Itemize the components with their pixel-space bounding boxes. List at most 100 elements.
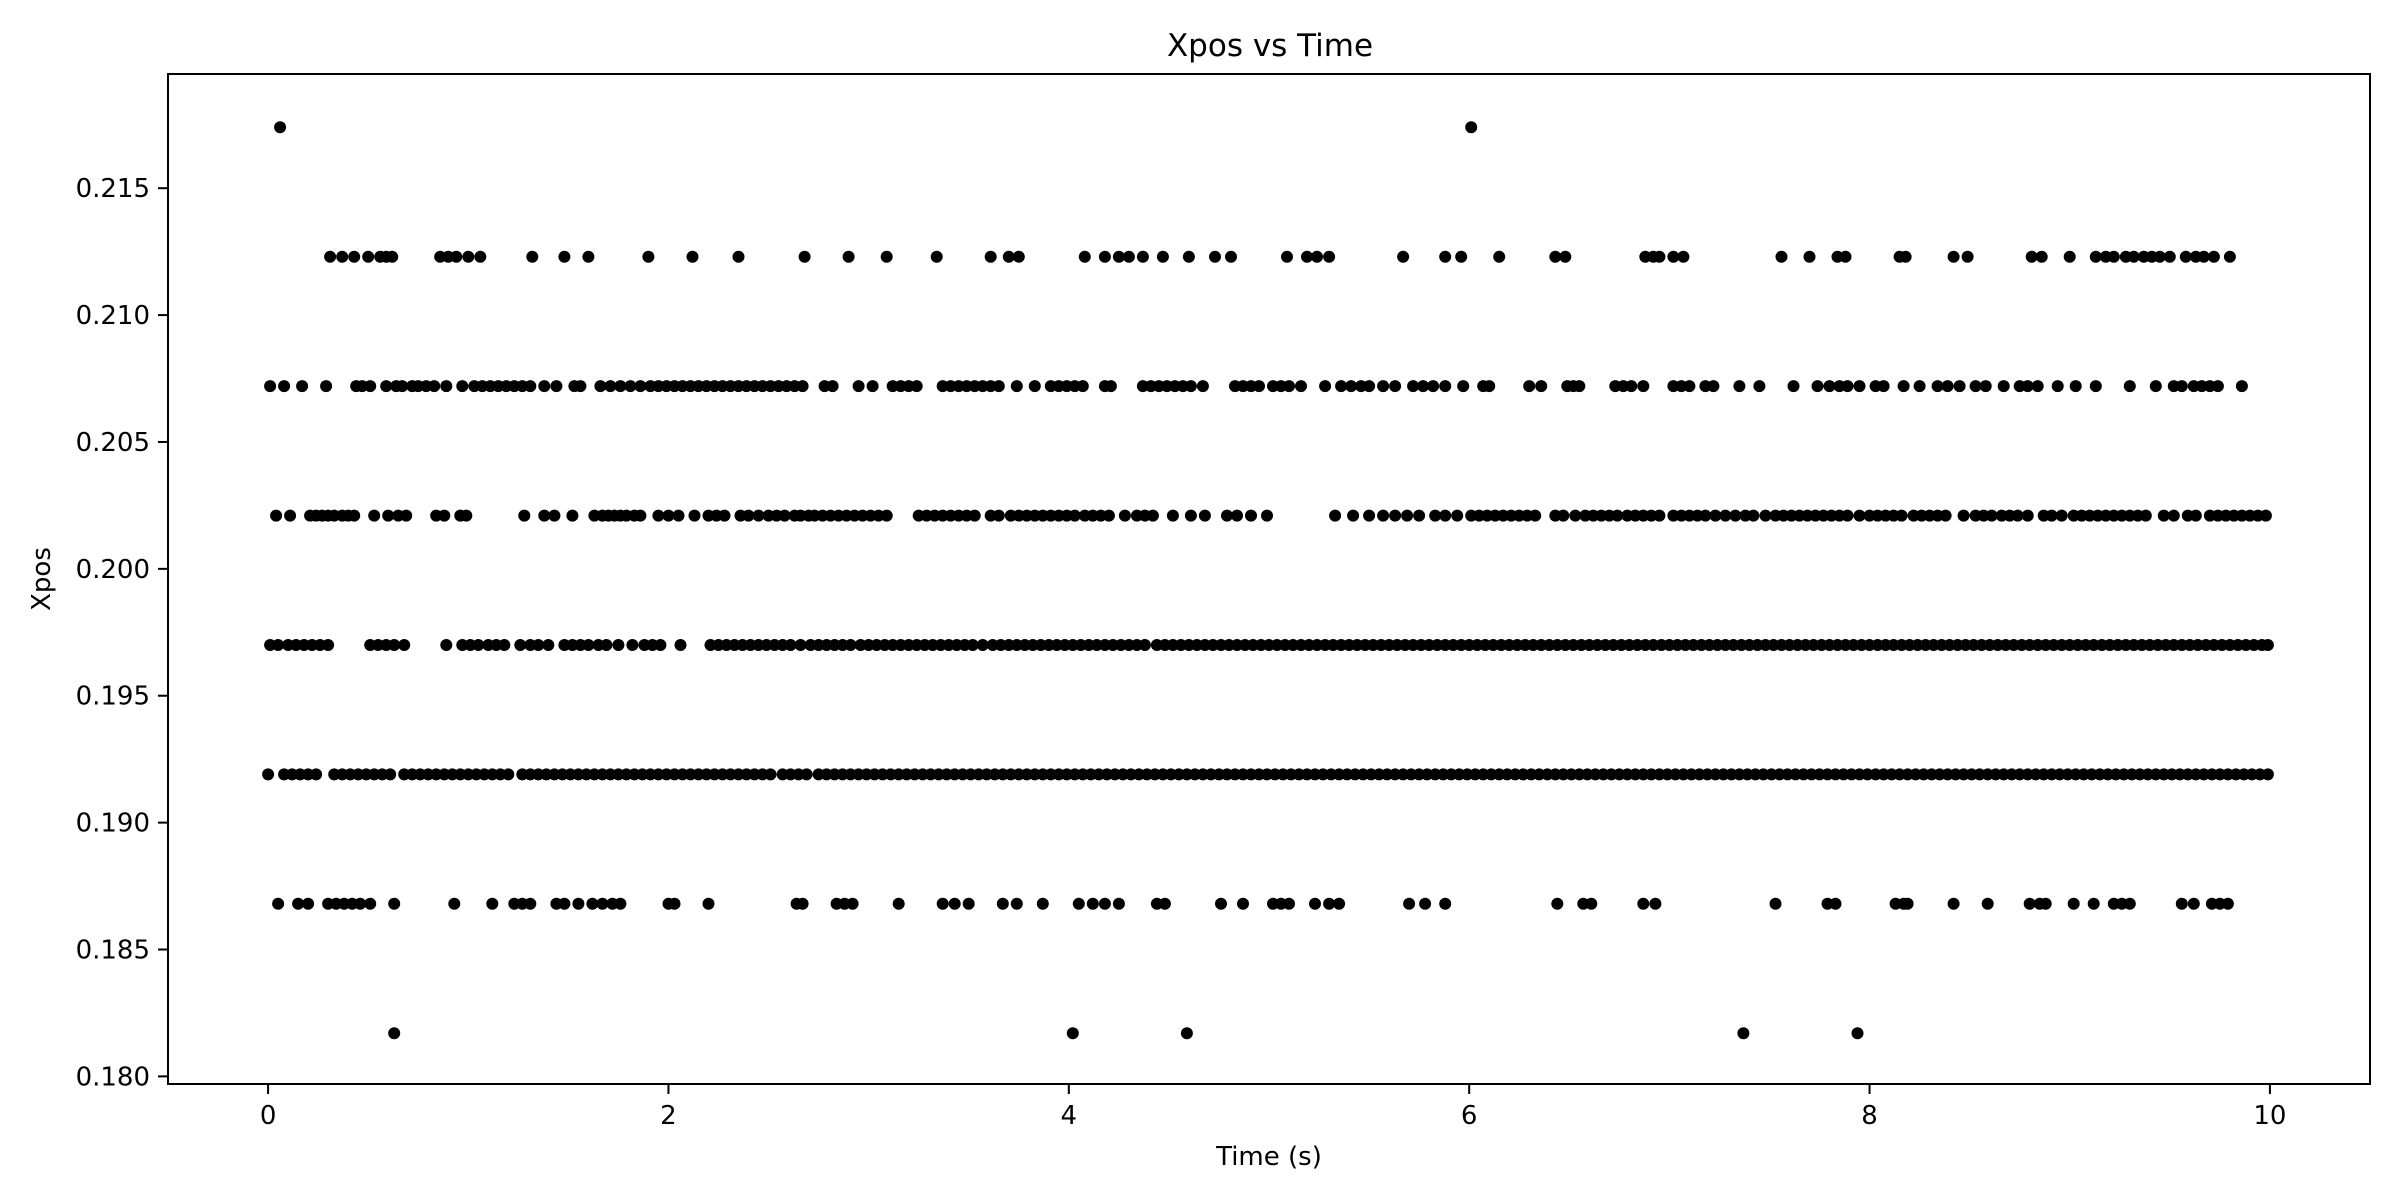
data-point	[2025, 250, 2038, 263]
data-point	[596, 897, 609, 910]
data-point	[1439, 509, 1452, 522]
data-point	[1719, 509, 1732, 522]
data-point	[1811, 380, 1824, 393]
data-point	[1138, 639, 1151, 651]
data-point	[1465, 121, 1478, 134]
data-point	[1281, 250, 1293, 263]
data-point	[794, 639, 807, 651]
data-point	[936, 897, 949, 910]
data-point	[852, 380, 865, 393]
y-tick-label: 0.200	[76, 555, 150, 585]
data-point	[2163, 250, 2176, 263]
x-axis-label: Time (s)	[1215, 1142, 1322, 1172]
data-point	[1397, 250, 1410, 263]
data-point	[336, 250, 349, 263]
data-point	[844, 639, 857, 651]
data-point	[1853, 509, 1866, 522]
data-point	[1012, 250, 1025, 263]
data-point	[270, 509, 283, 522]
data-point	[1253, 380, 1265, 393]
data-point	[1112, 897, 1125, 910]
data-point	[1969, 380, 1982, 393]
data-point	[796, 380, 809, 393]
y-tick-label: 0.190	[76, 809, 150, 839]
data-point	[962, 897, 975, 910]
data-point	[1941, 380, 1954, 393]
data-point	[498, 639, 511, 651]
data-point	[1483, 380, 1496, 393]
data-point	[1439, 897, 1452, 910]
data-point	[272, 639, 285, 651]
data-point	[1180, 1027, 1193, 1040]
y-tick-label: 0.210	[76, 301, 150, 331]
data-point	[992, 380, 1005, 393]
data-point	[1939, 509, 1952, 522]
data-point	[1947, 897, 1960, 910]
data-point	[1585, 897, 1598, 910]
data-point	[1733, 380, 1746, 393]
data-point	[1066, 1027, 1079, 1040]
data-point	[2261, 639, 2274, 651]
data-point	[538, 380, 551, 393]
data-point	[1947, 250, 1960, 263]
data-point	[1637, 897, 1650, 910]
data-point	[1136, 250, 1149, 263]
data-point	[948, 897, 961, 910]
data-point	[1122, 250, 1135, 263]
data-point	[566, 509, 579, 522]
data-point	[1335, 380, 1348, 393]
data-point	[1417, 380, 1430, 393]
data-point	[1112, 250, 1125, 263]
data-points	[262, 121, 2274, 1040]
data-point	[686, 250, 699, 263]
data-point	[262, 768, 275, 781]
y-tick-label: 0.185	[76, 936, 150, 966]
data-point	[976, 639, 989, 651]
data-point	[1323, 250, 1336, 263]
data-point	[558, 897, 571, 910]
data-point	[1345, 380, 1358, 393]
data-point	[1841, 380, 1854, 393]
data-point	[1775, 250, 1788, 263]
data-point	[574, 380, 587, 393]
data-point	[428, 380, 441, 393]
data-point	[1419, 897, 1432, 910]
data-point	[1309, 897, 1321, 910]
data-point	[880, 250, 893, 263]
data-point	[2139, 509, 2152, 522]
data-point	[1897, 380, 1910, 393]
data-point	[2211, 380, 2224, 393]
data-point	[1072, 897, 1085, 910]
data-point	[1323, 897, 1336, 910]
data-point	[1573, 380, 1586, 393]
data-point	[778, 509, 791, 522]
data-point	[2261, 768, 2274, 781]
x-axis: 0 2 4 6 8 10	[260, 1084, 2286, 1131]
x-tick-label: 4	[1061, 1101, 1078, 1131]
data-point	[1653, 509, 1666, 522]
data-point	[1156, 250, 1169, 263]
data-point	[2039, 897, 2052, 910]
data-point	[796, 897, 809, 910]
data-point	[1707, 380, 1720, 393]
data-point	[2031, 380, 2044, 393]
data-point	[1747, 509, 1760, 522]
data-point	[550, 380, 563, 393]
data-point	[474, 250, 487, 263]
data-point	[2107, 250, 2120, 263]
data-point	[2157, 509, 2170, 522]
data-point	[604, 380, 617, 393]
data-point	[996, 897, 1009, 910]
y-tick-label: 0.205	[76, 428, 150, 458]
data-point	[2035, 250, 2048, 263]
data-point	[1182, 250, 1195, 263]
data-point	[364, 897, 377, 910]
data-point	[784, 639, 797, 651]
data-point	[1283, 897, 1295, 910]
data-point	[1737, 1027, 1750, 1040]
data-point	[462, 250, 475, 263]
data-point	[532, 639, 545, 651]
data-point	[450, 250, 463, 263]
data-point	[1102, 509, 1115, 522]
data-point	[558, 250, 571, 263]
